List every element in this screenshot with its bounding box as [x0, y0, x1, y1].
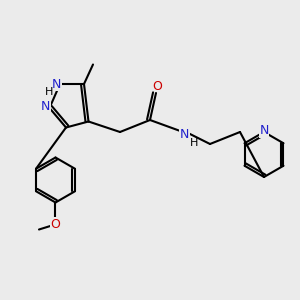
Text: N: N	[52, 77, 61, 91]
Text: N: N	[180, 128, 189, 142]
Text: N: N	[259, 124, 269, 137]
Text: H: H	[45, 87, 54, 98]
Text: O: O	[51, 218, 60, 231]
Text: N: N	[41, 100, 51, 113]
Text: O: O	[153, 80, 162, 94]
Text: H: H	[190, 138, 199, 148]
